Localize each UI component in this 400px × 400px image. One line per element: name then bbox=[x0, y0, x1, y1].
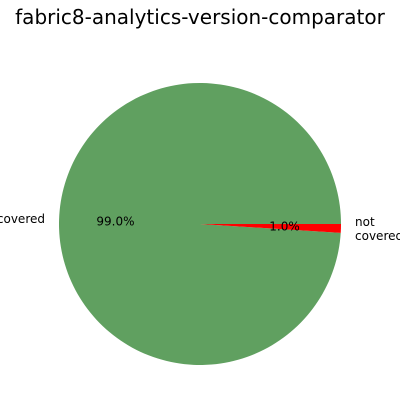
pie-slices bbox=[58, 83, 341, 366]
pie-category-label: not covered bbox=[355, 215, 400, 243]
pie-pct-label: 99.0% bbox=[96, 214, 134, 228]
pie-pct-label: 1.0% bbox=[269, 220, 300, 234]
chart-title: fabric8-analytics-version-comparator bbox=[15, 5, 385, 29]
pie-slice-not-covered bbox=[200, 224, 341, 233]
pie-labels: 99.0% covered 1.0% not covered bbox=[0, 212, 400, 243]
pie-slice-covered bbox=[58, 83, 341, 366]
pie-category-label: covered bbox=[0, 212, 45, 226]
